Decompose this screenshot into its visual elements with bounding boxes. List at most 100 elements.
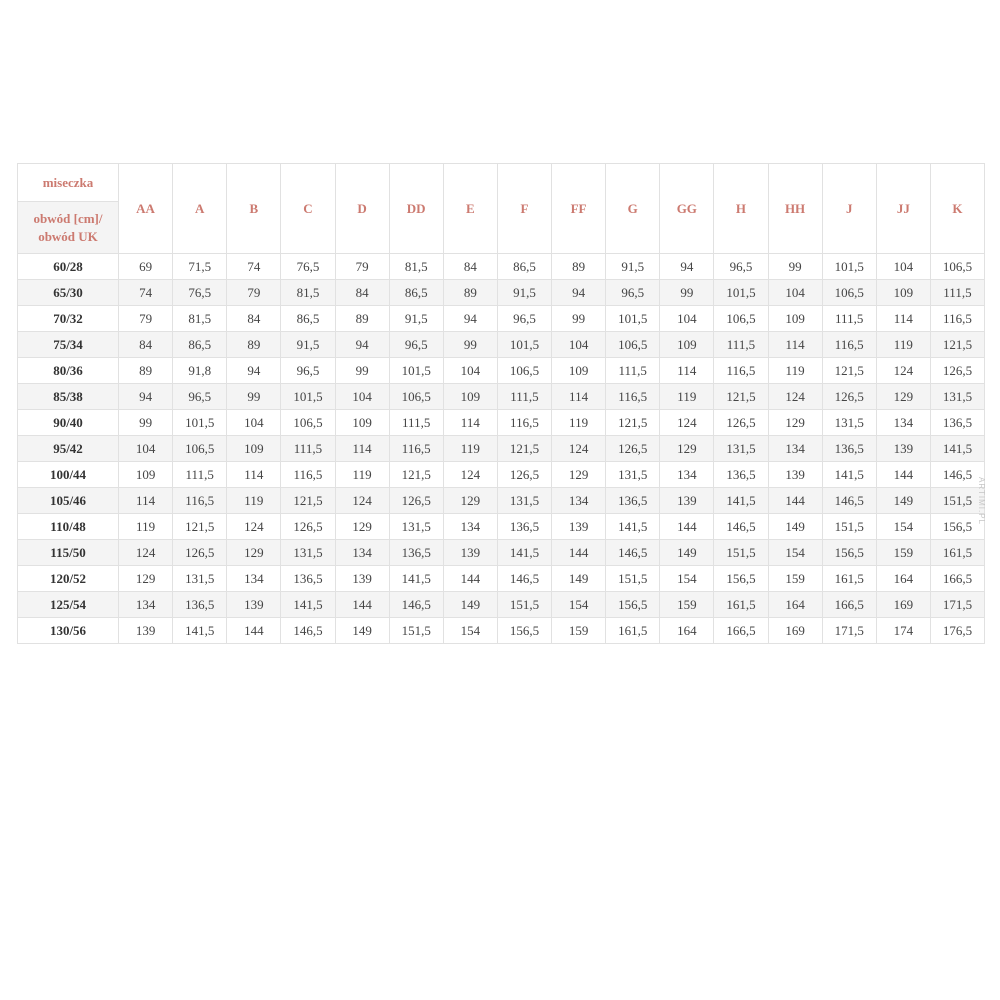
cell-65/30-JJ: 109 (875, 279, 931, 306)
cell-100/44-E: 124 (442, 461, 498, 488)
table-row-95/42: 95/42 104 106,5 109 111,5 114 116,5 119 121,5 124… (17, 435, 986, 462)
cell-70/32-D: 89 (334, 305, 390, 332)
watermark-text: ARTIMI.PL (977, 477, 986, 525)
cell-110/48-A: 121,5 (172, 513, 228, 540)
row-label: 80/36 (17, 357, 119, 384)
cell-130/56-D: 149 (334, 617, 390, 644)
column-header-B: B (226, 163, 282, 254)
cell-75/34-FF: 104 (550, 331, 607, 358)
table-row-120/52: 120/52 129 131,5 134 136,5 139 141,5 144 146,5 14… (17, 565, 986, 592)
table-row-125/54: 125/54 134 136,5 139 141,5 144 146,5 149 151,5 15… (17, 591, 986, 618)
cell-95/42-A: 106,5 (172, 435, 228, 462)
cell-65/30-HH: 104 (767, 279, 823, 306)
cell-65/30-FF: 94 (550, 279, 607, 306)
cell-80/36-G: 111,5 (605, 357, 661, 384)
cell-105/46-E: 129 (442, 487, 498, 514)
cell-80/36-A: 91,8 (172, 357, 228, 384)
row-label: 100/44 (17, 461, 119, 488)
cell-130/56-FF: 159 (550, 617, 607, 644)
cell-75/34-HH: 114 (767, 331, 823, 358)
table-row-115/50: 115/50 124 126,5 129 131,5 134 136,5 139 141,5 14… (17, 539, 986, 566)
cell-60/28-JJ: 104 (875, 253, 931, 280)
cell-70/32-AA: 79 (117, 305, 174, 332)
cell-125/54-AA: 134 (117, 591, 174, 618)
cell-125/54-J: 166,5 (821, 591, 877, 618)
cell-105/46-AA: 114 (117, 487, 174, 514)
cell-85/38-JJ: 129 (875, 383, 931, 410)
cell-120/52-A: 131,5 (172, 565, 228, 592)
cell-85/38-H: 121,5 (713, 383, 769, 410)
cell-60/28-H: 96,5 (713, 253, 769, 280)
cell-75/34-J: 116,5 (821, 331, 877, 358)
cell-130/56-A: 141,5 (172, 617, 228, 644)
cell-75/34-H: 111,5 (713, 331, 769, 358)
cell-70/32-HH: 109 (767, 305, 823, 332)
cell-120/52-GG: 154 (659, 565, 715, 592)
cell-125/54-G: 156,5 (605, 591, 661, 618)
cell-110/48-G: 141,5 (605, 513, 661, 540)
cell-130/56-H: 166,5 (713, 617, 769, 644)
cell-120/52-J: 161,5 (821, 565, 877, 592)
cell-95/42-C: 111,5 (280, 435, 336, 462)
cell-125/54-D: 144 (334, 591, 390, 618)
cell-70/32-H: 106,5 (713, 305, 769, 332)
row-label: 60/28 (17, 253, 119, 280)
column-header-E: E (442, 163, 498, 254)
cell-75/34-G: 106,5 (605, 331, 661, 358)
cell-60/28-E: 84 (442, 253, 498, 280)
cell-60/28-AA: 69 (117, 253, 174, 280)
cell-120/52-AA: 129 (117, 565, 174, 592)
cell-105/46-G: 136,5 (605, 487, 661, 514)
cell-65/30-DD: 86,5 (388, 279, 444, 306)
cell-70/32-K: 116,5 (929, 305, 986, 332)
cell-100/44-C: 116,5 (280, 461, 336, 488)
cell-65/30-K: 111,5 (929, 279, 986, 306)
cell-80/36-B: 94 (226, 357, 282, 384)
cell-90/40-A: 101,5 (172, 409, 228, 436)
cell-115/50-AA: 124 (117, 539, 174, 566)
cell-120/52-F: 146,5 (496, 565, 553, 592)
cell-65/30-B: 79 (226, 279, 282, 306)
cell-115/50-B: 129 (226, 539, 282, 566)
cell-115/50-GG: 149 (659, 539, 715, 566)
cell-115/50-D: 134 (334, 539, 390, 566)
cell-75/34-DD: 96,5 (388, 331, 444, 358)
header-row-band: obwód [cm]/ obwód UK (17, 201, 985, 254)
row-label: 105/46 (17, 487, 119, 514)
column-header-D: D (334, 163, 390, 254)
cell-60/28-K: 106,5 (929, 253, 986, 280)
cell-60/28-HH: 99 (767, 253, 823, 280)
column-header-J: J (821, 163, 877, 254)
table-row-130/56: 130/56 139 141,5 144 146,5 149 151,5 154 156,5 15… (17, 617, 986, 644)
row-label: 85/38 (17, 383, 119, 410)
column-header-C: C (280, 163, 336, 254)
corner-header-obwod: obwód [cm]/ obwód UK (17, 201, 119, 254)
cell-115/50-J: 156,5 (821, 539, 877, 566)
cell-110/48-J: 151,5 (821, 513, 877, 540)
cell-115/50-G: 146,5 (605, 539, 661, 566)
cell-85/38-DD: 106,5 (388, 383, 444, 410)
cell-125/54-GG: 159 (659, 591, 715, 618)
cell-70/32-B: 84 (226, 305, 282, 332)
cell-75/34-A: 86,5 (172, 331, 228, 358)
cell-130/56-GG: 164 (659, 617, 715, 644)
cell-90/40-H: 126,5 (713, 409, 769, 436)
cell-100/44-K: 146,5 (929, 461, 986, 488)
cell-95/42-D: 114 (334, 435, 390, 462)
cell-95/42-FF: 124 (550, 435, 607, 462)
cell-125/54-HH: 164 (767, 591, 823, 618)
cell-65/30-AA: 74 (117, 279, 174, 306)
cell-95/42-B: 109 (226, 435, 282, 462)
cell-65/30-F: 91,5 (496, 279, 553, 306)
cell-115/50-H: 151,5 (713, 539, 769, 566)
cell-105/46-GG: 139 (659, 487, 715, 514)
table-row-110/48: 110/48 119 121,5 124 126,5 129 131,5 134 136,5 13… (17, 513, 986, 540)
cell-85/38-G: 116,5 (605, 383, 661, 410)
cell-60/28-G: 91,5 (605, 253, 661, 280)
column-header-G: G (605, 163, 661, 254)
cell-110/48-HH: 149 (767, 513, 823, 540)
cell-100/44-HH: 139 (767, 461, 823, 488)
cell-80/36-HH: 119 (767, 357, 823, 384)
table-row-65/30: 65/30 74 76,5 79 81,5 84 86,5 89 91,5 94 96,5 99 101… (17, 279, 986, 306)
cell-130/56-K: 176,5 (929, 617, 986, 644)
